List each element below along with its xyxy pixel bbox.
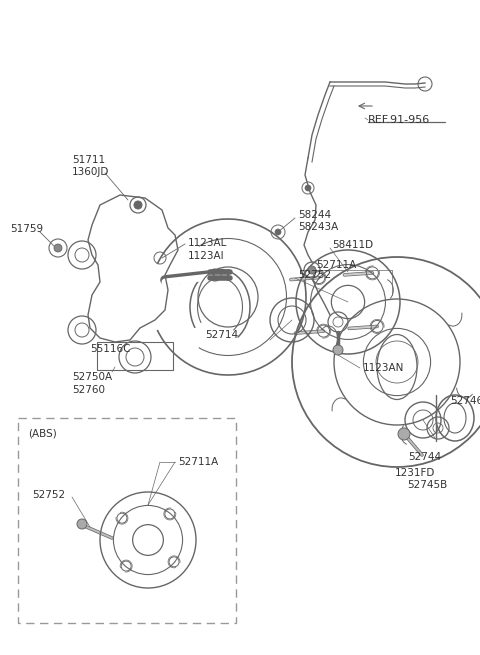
Circle shape (54, 244, 62, 252)
Text: (ABS): (ABS) (28, 428, 57, 438)
Text: 51759: 51759 (10, 224, 43, 234)
Text: 52752: 52752 (32, 490, 65, 500)
Text: REF.91-956: REF.91-956 (368, 115, 430, 125)
Circle shape (308, 266, 316, 274)
Text: 58411D: 58411D (332, 240, 373, 250)
Text: 51711: 51711 (72, 155, 105, 165)
Text: 52760: 52760 (72, 385, 105, 395)
Text: 1123AI: 1123AI (188, 251, 225, 261)
Text: 52744: 52744 (408, 452, 441, 462)
Text: 55116C: 55116C (90, 344, 131, 354)
Circle shape (275, 229, 281, 235)
Bar (97, 342, 173, 370)
Text: 52745B: 52745B (407, 480, 447, 490)
Circle shape (77, 519, 87, 529)
Text: 52750A: 52750A (72, 372, 112, 382)
Bar (18, 418, 236, 623)
Text: 1123AN: 1123AN (363, 363, 404, 373)
Text: 58243A: 58243A (298, 222, 338, 232)
Circle shape (305, 185, 311, 191)
Text: 52746: 52746 (450, 396, 480, 406)
Text: 52711A: 52711A (178, 457, 218, 467)
Text: 1360JD: 1360JD (72, 167, 109, 177)
Text: 52711A: 52711A (316, 260, 356, 270)
Circle shape (333, 345, 343, 355)
Text: 58244: 58244 (298, 210, 331, 220)
Text: 52752: 52752 (298, 270, 331, 280)
Text: 1231FD: 1231FD (395, 468, 435, 478)
Circle shape (134, 201, 142, 209)
Text: 1123AL: 1123AL (188, 238, 228, 248)
Text: 52714: 52714 (205, 330, 238, 340)
Circle shape (398, 428, 410, 440)
